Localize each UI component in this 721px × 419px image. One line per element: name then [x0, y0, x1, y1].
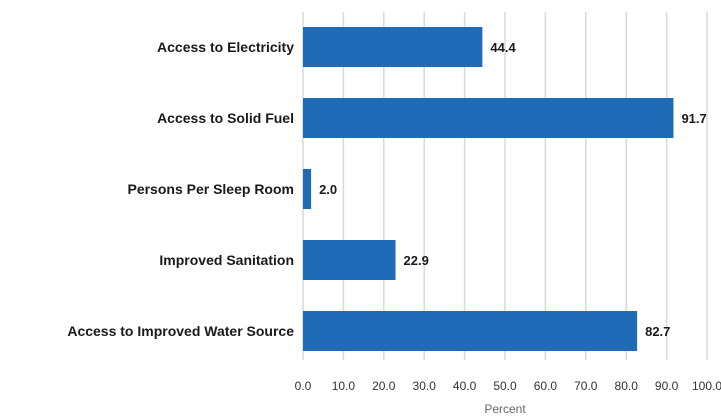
- category-label: Access to Solid Fuel: [157, 110, 294, 126]
- category-label: Access to Improved Water Source: [67, 323, 294, 339]
- x-tick-label: 0.0: [295, 379, 312, 393]
- bar: [303, 169, 312, 209]
- bars: [303, 27, 674, 351]
- x-tick-label: 100.0: [692, 379, 721, 393]
- bar: [303, 98, 674, 138]
- x-tick-label: 40.0: [453, 379, 477, 393]
- x-tick-label: 20.0: [372, 379, 396, 393]
- value-label: 91.7: [681, 111, 706, 126]
- x-tick-label: 60.0: [534, 379, 558, 393]
- x-tick-label: 80.0: [615, 379, 639, 393]
- x-tick-label: 70.0: [574, 379, 598, 393]
- bar: [303, 240, 396, 280]
- value-label: 2.0: [319, 182, 337, 197]
- value-label: 44.4: [490, 40, 516, 55]
- x-tick-labels: 0.0 10.0 20.0 30.0 40.0 50.0 60.0 70.0 80.0 90.0 1…: [295, 379, 721, 393]
- value-labels: 44.4 91.7 2.0 22.9 82.7: [319, 40, 707, 339]
- category-label: Access to Electricity: [157, 39, 294, 55]
- bar: [303, 311, 638, 351]
- category-label: Persons Per Sleep Room: [127, 181, 294, 197]
- category-label: Improved Sanitation: [159, 252, 294, 268]
- x-axis-title: Percent: [484, 402, 526, 416]
- bar: [303, 27, 483, 67]
- grid-lines: [302, 12, 708, 360]
- x-tick-label: 10.0: [332, 379, 356, 393]
- x-tick-label: 90.0: [655, 379, 679, 393]
- value-label: 22.9: [404, 253, 429, 268]
- value-label: 82.7: [645, 324, 670, 339]
- x-tick-label: 30.0: [413, 379, 437, 393]
- x-tick-label: 50.0: [493, 379, 517, 393]
- category-labels: Access to Electricity Access to Solid Fue…: [67, 39, 294, 339]
